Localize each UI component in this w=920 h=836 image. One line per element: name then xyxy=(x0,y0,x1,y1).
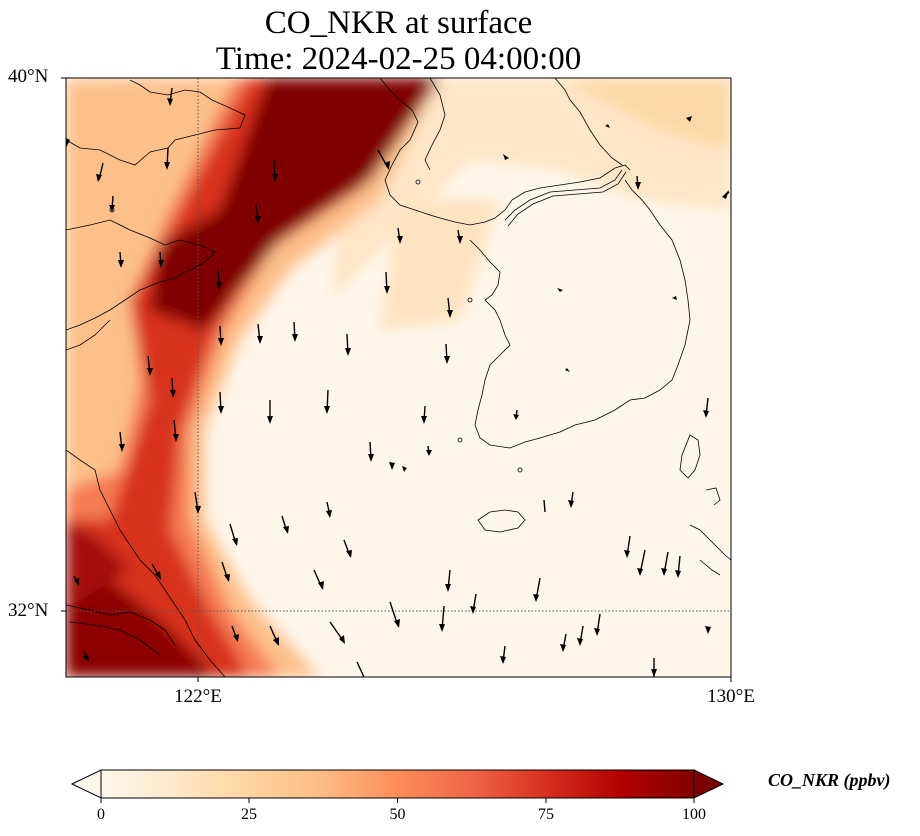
colorbar-gradient xyxy=(101,770,694,798)
axis-ticks xyxy=(61,77,732,682)
colorbar-tick-50: 50 xyxy=(389,806,406,823)
lon-label-130e: 130°E xyxy=(707,686,755,707)
colorbar-min-extend xyxy=(70,769,102,799)
lat-label-32n: 32°N xyxy=(8,600,49,621)
colorbar-label: CO_NKR (ppbv) xyxy=(768,770,891,790)
map-title-line2: Time: 2024-02-25 04:00:00 xyxy=(215,41,582,77)
lon-label-122e: 122°E xyxy=(174,686,222,707)
gridlines xyxy=(66,78,731,677)
wind-arrowheads xyxy=(66,98,729,677)
colorbar xyxy=(70,769,725,803)
coastlines xyxy=(66,78,731,677)
colorbar-max-extend xyxy=(693,769,725,799)
colorbar-tick-75: 75 xyxy=(538,806,554,823)
lat-label-40n: 40°N xyxy=(8,66,49,87)
concentration-field xyxy=(66,78,731,677)
colorbar-tick-25: 25 xyxy=(241,806,257,823)
colorbar-tick-0: 0 xyxy=(97,806,105,823)
map-frame xyxy=(65,77,732,678)
map-title-line1: CO_NKR at surface xyxy=(264,5,533,41)
colorbar-tick-100: 100 xyxy=(682,806,706,823)
